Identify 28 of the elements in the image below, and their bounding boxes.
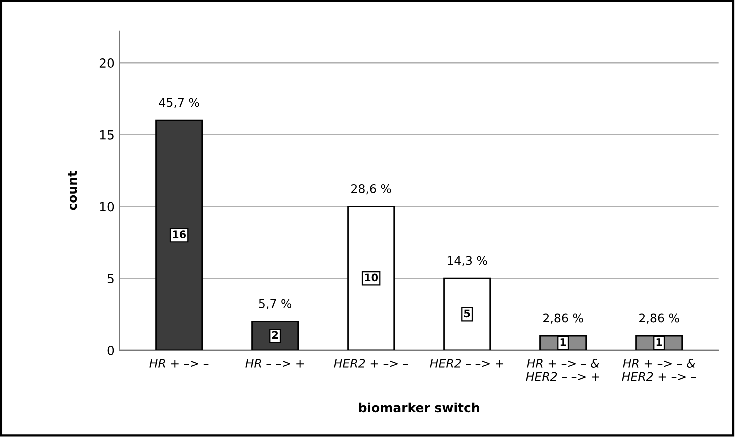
x-tick-label: HR + –> – & HER2 – –> + xyxy=(526,359,600,381)
annotation: 28,6 % xyxy=(352,184,392,195)
annotation: 2,86 % xyxy=(544,314,584,324)
x-axis-title: biomarker switch xyxy=(359,402,480,413)
x-tick-label: HR – –> + xyxy=(246,359,304,368)
y-tick-label: 20 xyxy=(100,58,114,68)
y-tick-label: 10 xyxy=(100,202,114,212)
data-label: 16 xyxy=(173,230,186,239)
bar xyxy=(156,120,204,350)
data-label: 2 xyxy=(272,331,278,339)
y-tick-label: 5 xyxy=(108,274,114,284)
bar xyxy=(444,278,492,350)
bar xyxy=(348,206,396,350)
annotation: 14,3 % xyxy=(448,256,488,266)
x-tick-label: HER2 + –> – xyxy=(334,359,408,368)
annotation: 2,86 % xyxy=(640,314,680,324)
data-label: 1 xyxy=(656,338,662,346)
annotation: 45,7 % xyxy=(159,98,200,108)
y-tick-label: 15 xyxy=(100,130,114,140)
data-label: 5 xyxy=(464,310,470,318)
x-tick-label: HR + –> – xyxy=(150,359,209,368)
x-tick-label: HR + –> – & HER2 + –> – xyxy=(622,359,696,381)
y-axis-title: count xyxy=(68,171,78,210)
y-tick-label: 0 xyxy=(108,346,114,356)
data-label: 1 xyxy=(560,338,566,346)
x-tick-label: HER2 – –> + xyxy=(430,359,504,368)
data-label: 10 xyxy=(365,274,378,282)
annotation: 5,7 % xyxy=(259,299,292,310)
